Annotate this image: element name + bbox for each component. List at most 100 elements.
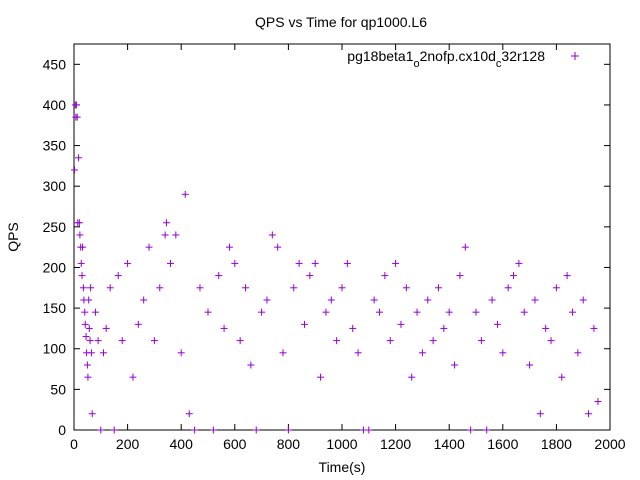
data-point <box>242 284 250 292</box>
data-point <box>477 337 485 345</box>
x-tick-label: 1400 <box>434 436 465 452</box>
data-point <box>333 337 341 345</box>
data-point <box>552 284 560 292</box>
data-point <box>75 154 83 162</box>
data-point <box>204 308 212 316</box>
data-point <box>493 320 501 328</box>
data-point <box>402 284 410 292</box>
data-point <box>75 219 83 227</box>
data-point <box>263 296 271 304</box>
y-tick-label: 0 <box>58 422 66 438</box>
data-point <box>317 373 325 381</box>
y-tick-label: 300 <box>43 178 67 194</box>
x-tick-label: 400 <box>170 436 194 452</box>
data-point <box>365 426 373 434</box>
data-point <box>225 243 233 251</box>
data-point <box>215 272 223 280</box>
data-point <box>140 296 148 304</box>
y-tick-label: 200 <box>43 259 67 275</box>
data-point <box>526 361 534 369</box>
data-point <box>594 398 602 406</box>
data-point <box>81 320 89 328</box>
data-point <box>558 373 566 381</box>
y-tick-label: 100 <box>43 341 67 357</box>
data-point <box>510 272 518 280</box>
data-point <box>162 219 170 227</box>
data-point <box>185 410 193 418</box>
data-point <box>268 231 276 239</box>
data-point <box>166 259 174 267</box>
x-tick-label: 1800 <box>541 436 572 452</box>
data-point <box>85 296 93 304</box>
data-point <box>88 410 96 418</box>
y-tick-label: 400 <box>43 97 67 113</box>
data-point <box>191 426 199 434</box>
data-point <box>295 259 303 267</box>
data-point <box>258 308 266 316</box>
data-point <box>114 272 122 280</box>
data-point <box>536 410 544 418</box>
data-point <box>311 259 319 267</box>
data-point <box>515 259 523 267</box>
legend-series-label: pg18beta1o2nofp.cx10dc32r128 <box>347 48 545 70</box>
data-point <box>397 320 405 328</box>
y-tick-label: 450 <box>43 56 67 72</box>
data-point <box>306 272 314 280</box>
y-axis-label: QPS <box>5 222 21 252</box>
data-point <box>483 426 491 434</box>
data-point <box>124 259 132 267</box>
data-point <box>370 296 378 304</box>
x-tick-label: 800 <box>277 436 301 452</box>
data-point <box>86 337 94 345</box>
y-tick-label: 250 <box>43 219 67 235</box>
data-point <box>279 349 287 357</box>
data-point <box>77 259 85 267</box>
data-point <box>338 284 346 292</box>
plot-frame <box>73 43 611 431</box>
data-point <box>424 296 432 304</box>
data-point <box>81 308 89 316</box>
data-point <box>72 101 80 109</box>
data-point <box>129 373 137 381</box>
data-point <box>110 426 118 434</box>
data-point <box>161 231 169 239</box>
y-tick-label: 150 <box>43 300 67 316</box>
data-point <box>381 272 389 280</box>
legend-marker <box>571 52 579 60</box>
data-point <box>376 308 384 316</box>
y-tick-label: 50 <box>50 381 66 397</box>
data-point <box>87 349 95 357</box>
x-tick-label: 200 <box>116 436 140 452</box>
data-point <box>440 324 448 332</box>
data-point <box>231 259 239 267</box>
data-point <box>172 231 180 239</box>
data-point <box>574 349 582 357</box>
data-point <box>247 361 255 369</box>
data-point <box>102 324 110 332</box>
data-point <box>83 361 91 369</box>
data-point <box>85 324 93 332</box>
x-tick-label: 0 <box>70 436 78 452</box>
data-point <box>408 373 416 381</box>
data-point <box>156 284 164 292</box>
data-point <box>87 284 95 292</box>
data-point <box>290 284 298 292</box>
data-point <box>547 337 555 345</box>
data-point <box>274 243 282 251</box>
data-point <box>413 308 421 316</box>
data-point <box>472 308 480 316</box>
data-point <box>579 296 587 304</box>
data-point <box>461 243 469 251</box>
data-point <box>392 259 400 267</box>
data-point <box>585 410 593 418</box>
data-point <box>456 272 464 280</box>
data-point <box>71 166 79 174</box>
data-point <box>84 373 92 381</box>
data-point <box>322 308 330 316</box>
data-point <box>79 284 87 292</box>
data-point <box>568 308 576 316</box>
data-point <box>91 308 99 316</box>
data-point <box>145 243 153 251</box>
data-point <box>79 243 87 251</box>
